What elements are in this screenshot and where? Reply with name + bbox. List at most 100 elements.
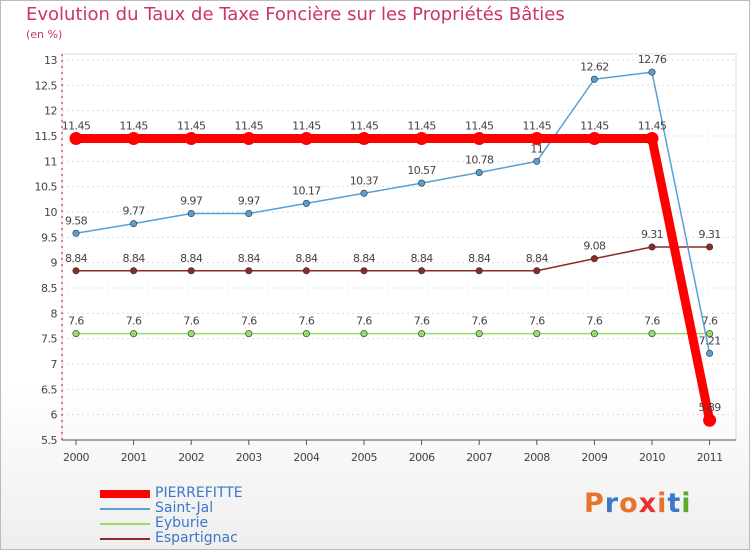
data-label: 7.6 (644, 315, 660, 328)
y-tick-label: 7 (51, 358, 58, 371)
data-label: 7.6 (529, 315, 545, 328)
logo-letter: P (584, 488, 605, 519)
y-tick-label: 12 (44, 105, 57, 118)
data-label: 8.84 (295, 252, 318, 265)
series-line-pierrefitte (71, 134, 715, 425)
data-point (475, 168, 483, 176)
data-label: 11.45 (177, 120, 206, 133)
data-label: 5.89 (699, 401, 722, 414)
x-tick-label: 2009 (581, 451, 607, 464)
data-label: 11.45 (407, 120, 436, 133)
data-label: 9.31 (699, 228, 721, 241)
data-label: 11.45 (465, 120, 494, 133)
data-label: 8.84 (411, 252, 434, 265)
data-label: 12.62 (580, 60, 609, 73)
data-label: 7.6 (299, 315, 315, 328)
data-point (130, 267, 138, 275)
data-point (245, 210, 253, 218)
data-label: 9.97 (180, 195, 203, 208)
y-tick-label: 5.5 (41, 434, 57, 447)
data-point (302, 199, 310, 207)
data-point (475, 267, 483, 275)
data-point (590, 255, 598, 263)
data-label: 7.6 (241, 315, 257, 328)
logo-letter: i (681, 488, 692, 519)
y-tick-label: 6 (51, 409, 58, 422)
x-tick-label: 2003 (236, 451, 262, 464)
data-label: 10.17 (292, 184, 321, 197)
data-label: 7.6 (414, 315, 430, 328)
data-point (590, 330, 598, 338)
data-label: 11.45 (638, 120, 667, 133)
data-point (418, 179, 426, 187)
legend-label-eyburie: Eyburie (155, 515, 209, 531)
data-point (299, 132, 313, 146)
data-label: 7.6 (471, 315, 487, 328)
legend-swatch-espartignac (100, 538, 150, 540)
data-label: 7.6 (183, 315, 199, 328)
legend-swatch-pierrefitte (100, 490, 150, 498)
series-line-saint-jal (75, 71, 711, 355)
x-tick-label: 2004 (293, 451, 319, 464)
data-label: 8.84 (353, 252, 376, 265)
data-label: 9.97 (238, 195, 261, 208)
data-label: 9.77 (123, 205, 146, 218)
data-point (703, 413, 717, 427)
data-point (587, 132, 601, 146)
y-tick-label: 13 (44, 54, 57, 67)
data-label: 9.31 (641, 228, 663, 241)
series-line-espartignac (75, 246, 711, 272)
data-label: 9.58 (65, 214, 88, 227)
data-point (530, 132, 544, 146)
data-point (72, 267, 80, 275)
data-label: 7.6 (587, 315, 603, 328)
data-label: 7.6 (126, 315, 142, 328)
x-tick-label: 2005 (351, 451, 377, 464)
data-label: 8.84 (65, 252, 88, 265)
data-point (706, 330, 714, 338)
x-tick-label: 2010 (639, 451, 665, 464)
data-label: 7.6 (356, 315, 372, 328)
data-point (533, 267, 541, 275)
data-label: 10.57 (407, 164, 436, 177)
data-point (706, 349, 714, 357)
data-point (648, 68, 656, 76)
proxiti-logo: Proxiti (584, 488, 692, 519)
legend-label-espartignac: Espartignac (155, 530, 238, 546)
x-tick-label: 2011 (697, 451, 723, 464)
y-tick-label: 7.5 (41, 333, 57, 346)
data-point (302, 267, 310, 275)
y-tick-label: 8.5 (41, 282, 57, 295)
data-label: 8.84 (238, 252, 261, 265)
data-label: 11.45 (119, 120, 148, 133)
x-tick-label: 2008 (524, 451, 550, 464)
data-label: 11 (530, 142, 543, 155)
legend-swatch-eyburie (100, 523, 150, 525)
data-point (533, 330, 541, 338)
y-tick-label: 11 (44, 155, 57, 168)
data-label: 8.84 (123, 252, 146, 265)
data-point (472, 132, 486, 146)
y-tick-label: 12.5 (35, 79, 58, 92)
plot-border (61, 53, 737, 441)
y-tick-label: 11.5 (35, 130, 58, 143)
data-point (648, 243, 656, 251)
data-point (590, 75, 598, 83)
data-label: 7.21 (699, 334, 721, 347)
data-label: 12.76 (638, 53, 667, 66)
data-point (533, 157, 541, 165)
x-tick-label: 2007 (466, 451, 492, 464)
data-point (418, 267, 426, 275)
data-point (360, 189, 368, 197)
data-point (72, 330, 80, 338)
data-point (418, 330, 426, 338)
data-point (184, 132, 198, 146)
data-label: 11.45 (62, 120, 91, 133)
data-point (360, 330, 368, 338)
legend-swatch-saint-jal (100, 508, 150, 510)
data-label: 11.45 (350, 120, 379, 133)
y-tick-label: 6.5 (41, 383, 57, 396)
y-tick-label: 10.5 (35, 181, 58, 194)
data-point (130, 330, 138, 338)
data-label: 11.45 (580, 120, 609, 133)
